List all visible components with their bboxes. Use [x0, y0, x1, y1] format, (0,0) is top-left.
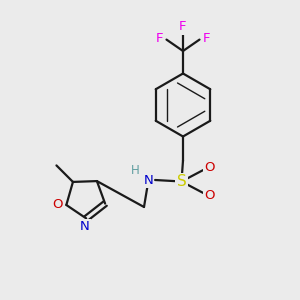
Text: F: F: [203, 32, 211, 45]
Text: N: N: [144, 173, 153, 187]
Text: N: N: [80, 220, 90, 233]
Text: F: F: [155, 32, 163, 45]
Text: F: F: [179, 20, 187, 34]
Text: O: O: [205, 161, 215, 174]
Text: O: O: [205, 189, 215, 202]
Text: O: O: [53, 199, 63, 212]
Text: S: S: [177, 174, 186, 189]
Text: H: H: [130, 164, 140, 178]
